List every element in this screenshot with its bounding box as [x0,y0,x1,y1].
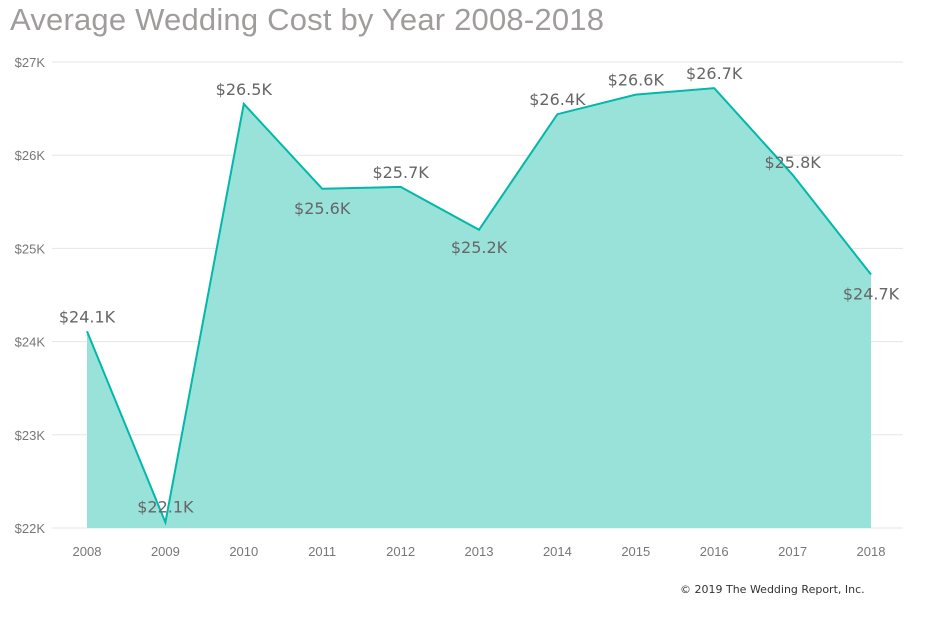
data-label: $25.6K [294,199,351,218]
data-label: $26.6K [608,71,665,90]
x-tick-label: 2009 [151,544,180,559]
data-label: $24.7K [843,284,900,303]
y-tick-label: $23K [15,428,46,443]
data-label: $25.7K [372,163,429,182]
data-label: $26.7K [686,64,743,83]
area-fill [87,88,871,528]
chart-title: Average Wedding Cost by Year 2008-2018 [10,2,605,37]
data-labels: $24.1K $22.1K $26.5K $25.6K $25.7K $25.2K $26.… [59,64,900,516]
data-label: $25.2K [451,238,508,257]
y-tick-label: $27K [15,55,46,70]
y-tick-label: $24K [15,335,46,350]
x-tick-label: 2018 [857,544,886,559]
x-tick-label: 2014 [543,544,572,559]
x-axis-ticks: 2008 2009 2010 2011 2012 2013 2014 2015 2016 2017… [73,544,886,559]
x-tick-label: 2013 [465,544,494,559]
copyright-text: © 2019 The Wedding Report, Inc. [680,583,865,596]
x-tick-label: 2017 [778,544,807,559]
x-tick-label: 2010 [229,544,258,559]
y-axis-ticks: $22K $23K $24K $25K $26K $27K [15,55,46,536]
data-label: $25.8K [764,153,821,172]
x-tick-label: 2012 [386,544,415,559]
x-tick-label: 2008 [73,544,102,559]
data-label: $22.1K [137,497,194,516]
series-line [86,87,872,526]
data-label: $26.4K [529,90,586,109]
y-tick-label: $22K [15,521,46,536]
x-tick-label: 2016 [700,544,729,559]
x-tick-label: 2011 [308,544,336,559]
data-label: $26.5K [216,80,273,99]
y-tick-label: $26K [15,148,46,163]
x-tick-label: 2015 [621,544,650,559]
data-label: $24.1K [59,307,116,326]
y-tick-label: $25K [15,241,46,256]
